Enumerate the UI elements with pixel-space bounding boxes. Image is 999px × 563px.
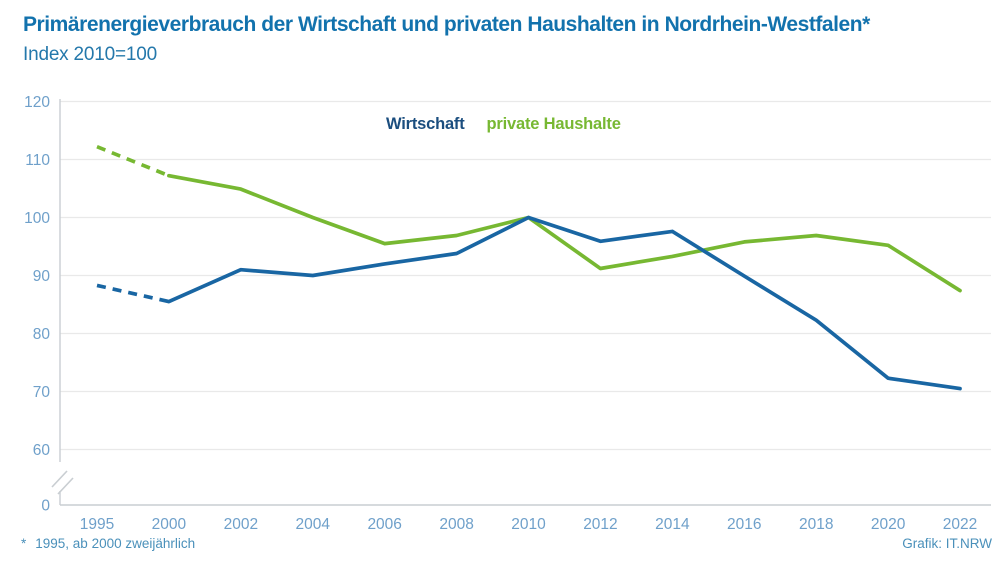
chart-title: Primärenergieverbrauch der Wirtschaft un…: [23, 13, 870, 36]
footnote: * 1995, ab 2000 zweijährlich: [21, 536, 195, 551]
series-line-Wirtschaft: [167, 215, 962, 391]
series-line-dashed-private Haushalte: [96, 144, 170, 178]
y-tick-label: 90: [33, 268, 51, 285]
credit: Grafik: IT.NRW: [902, 536, 992, 551]
x-tick-label-2012: 2012: [583, 516, 617, 533]
x-tick-label-2022: 2022: [943, 516, 977, 533]
x-tick-label-2000: 2000: [152, 516, 187, 533]
y-tick-label: 0: [41, 498, 50, 515]
axis-break-slash: [51, 470, 68, 488]
y-tick-label: 120: [24, 94, 50, 111]
y-tick-label: 110: [25, 152, 50, 169]
x-tick-label-2010: 2010: [511, 516, 546, 533]
footnote-text: 1995, ab 2000 zweijährlich: [35, 536, 196, 551]
series-line-dashed-Wirtschaft: [96, 283, 170, 304]
x-tick-label-2002: 2002: [224, 516, 258, 533]
x-tick-label-2016: 2016: [727, 516, 761, 533]
y-tick-label: 60: [33, 442, 51, 459]
x-tick-label-2014: 2014: [655, 516, 690, 533]
legend: Wirtschaft private Haushalte: [386, 115, 621, 134]
series-line-private Haushalte: [167, 173, 962, 293]
legend-item-wirtschaft: Wirtschaft: [386, 115, 465, 133]
y-tick-label: 70: [33, 384, 51, 401]
chart-subtitle: Index 2010=100: [23, 44, 158, 65]
x-tick-label-2006: 2006: [367, 516, 401, 533]
x-tick-label-1995: 1995: [80, 516, 114, 533]
footnote-asterisk: *: [21, 536, 27, 551]
legend-item-private-haushalte: private Haushalte: [486, 115, 621, 133]
y-tick-label: 100: [24, 210, 50, 227]
x-tick-label-2004: 2004: [296, 516, 331, 533]
x-tick-label-2018: 2018: [799, 516, 833, 533]
x-tick-label-2020: 2020: [871, 516, 906, 533]
y-tick-label: 80: [33, 326, 51, 343]
x-tick-label-2008: 2008: [439, 516, 473, 533]
axis-break-slash: [57, 477, 74, 495]
